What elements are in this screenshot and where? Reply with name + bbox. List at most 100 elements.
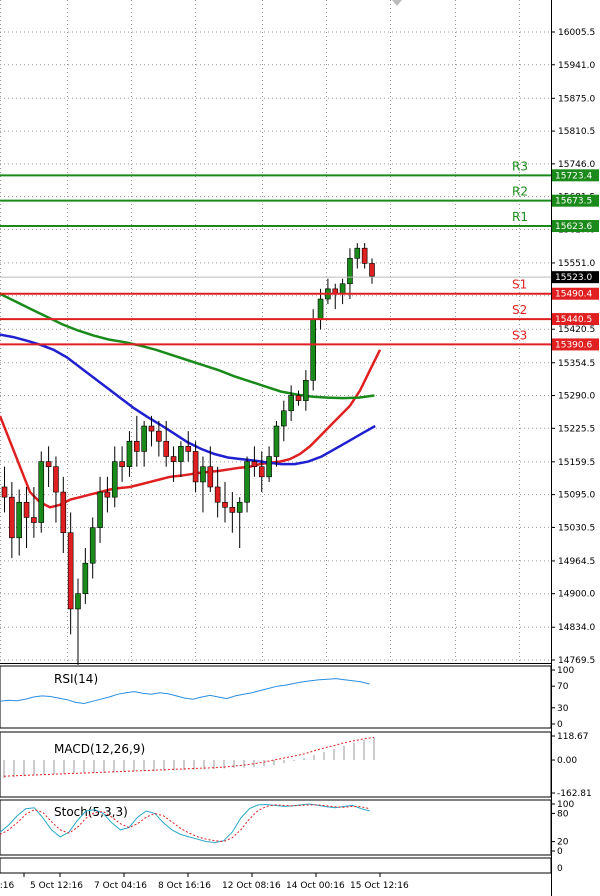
macd-signal-line [3,736,375,777]
indicator-scale-label-2-0: 100 [557,800,574,810]
price-tick-label-12: 15225.5 [558,424,595,434]
candle-body-32 [236,501,243,513]
candle-body-35 [258,466,265,478]
candle-body-13 [97,491,103,528]
moving-average-2 [0,333,376,466]
candle-body-49 [361,247,368,264]
level-price-tag-bg-r3 [552,169,599,182]
indicator-frame-1 [0,731,552,798]
price-tick-label-11: 15290.0 [558,392,595,402]
candle-body-28 [207,466,214,488]
candle-body-2 [16,501,23,539]
level-name-r2: R2 [512,185,528,199]
indicator-scale-label-1-0: 118.67 [557,732,589,742]
indicator-scale-label-2-2: 20 [557,838,569,848]
candle-body-6 [45,461,52,467]
indicator-scale-label-2-1: 80 [557,809,569,819]
current-price-tag-bg [552,271,599,284]
candle-body-39 [288,395,294,412]
candle-body-17 [126,440,133,467]
candle-body-48 [354,247,361,259]
empty-indicator-pane [0,857,552,874]
candle-body-5 [38,461,45,523]
candle-body-10 [75,593,81,610]
candle-body-9 [67,532,74,610]
indicator-scale-label-0-1: 70 [557,682,569,692]
candle-body-3 [23,501,30,518]
candle-body-7 [53,466,59,493]
candle-body-23 [170,456,177,462]
time-tick-label-2: 7 Oct 04:16 [94,881,147,891]
candle-body-33 [244,461,250,503]
candle-body-12 [89,527,96,564]
indicator-scale-label-0-0: 100 [557,666,574,676]
candle-body-20 [148,425,155,432]
indicator-frame-0 [0,665,552,729]
price-tick-label-4: 15746.0 [558,160,595,170]
candle-body-16 [119,461,125,467]
candle-body-29 [214,486,221,503]
empty-pane-scale-label: 0 [557,864,563,874]
level-name-r1: R1 [512,210,528,224]
level-name-s2: S2 [512,303,527,317]
candle-body-26 [192,451,199,483]
price-tick-label-1: 15941.0 [558,61,595,71]
candle-body-37 [273,425,280,457]
price-tick-label-0: 16005.5 [558,28,595,38]
time-tick-label-1: 5 Oct 12:16 [30,881,83,891]
price-tick-label-2: 15875.0 [558,94,595,104]
candle-body-31 [229,507,236,513]
time-tick-label-0: 0:16 [0,881,14,891]
candle-body-4 [31,517,37,523]
level-price-tag-bg-r1 [552,220,599,233]
level-price-tag-s1: 15490.4 [555,290,592,300]
candle-body-40 [295,395,302,401]
price-tick-label-9: 15420.5 [558,325,595,335]
candle-body-8 [60,491,67,534]
time-tick-label-3: 8 Oct 16:16 [158,881,211,891]
price-tick-label-18: 14834.0 [558,623,595,633]
rsi-line [0,678,370,705]
time-tick-label-6: 15 Oct 12:16 [350,881,409,891]
level-price-tag-bg-s2 [552,313,599,326]
indicator-scale-label-2-3: 0 [557,847,563,857]
moving-average-1 [0,292,375,400]
price-tick-label-13: 15159.5 [558,458,595,468]
candle-body-24 [178,446,184,462]
candle-body-47 [347,258,353,285]
candle-body-14 [104,491,111,498]
candle-body-21 [156,430,162,442]
level-price-tag-bg-s3 [552,338,599,351]
candle-body-25 [185,446,192,452]
level-price-tag-bg-s1 [552,287,599,300]
candle-body-11 [82,562,89,594]
candle-body-22 [163,440,169,457]
level-name-s3: S3 [512,328,527,342]
macd-pane: 118.67 0.00 -162.81 MACD(12,26,9) [0,731,592,799]
indicator-title-1: MACD(12,26,9) [54,742,145,756]
candle-body-43 [317,298,324,320]
stoch-k-line [0,803,370,844]
level-price-tag-r3: 15723.4 [555,171,592,181]
candle-body-42 [310,319,317,381]
scroll-indicator-icon [392,0,402,6]
candle-body-19 [141,425,147,452]
time-axis: 0 0:16 5 Oct 12:16 7 Oct 04:16 8 Oct 16:16 12… [0,857,563,891]
level-name-s1: S1 [512,278,527,292]
price-tick-label-17: 14900.0 [558,590,595,600]
price-tick-label-3: 15810.5 [558,127,595,137]
current-price-tag: 15523.0 [555,273,592,283]
price-tick-label-14: 15095.0 [558,491,595,501]
candle-body-50 [369,263,375,277]
indicator-scale-label-0-3: 0 [557,720,563,730]
indicator-title-2: Stoch(5,3,3) [54,805,128,819]
candle-body-27 [200,466,206,483]
candle-body-30 [222,501,228,508]
level-price-tag-bg-r2 [552,194,599,207]
time-tick-label-5: 14 Oct 00:16 [286,881,345,891]
time-tick-label-4: 12 Oct 08:16 [222,881,281,891]
level-name-r3: R3 [512,159,528,173]
